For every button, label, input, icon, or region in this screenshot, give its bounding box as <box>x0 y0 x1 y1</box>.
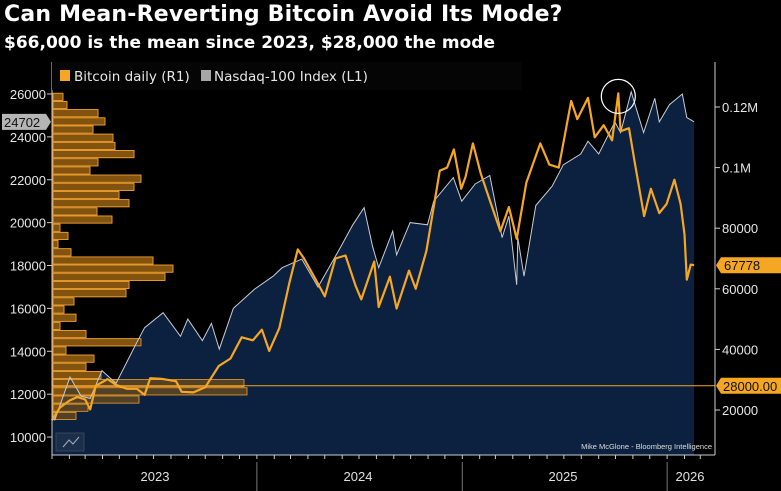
chart-subtitle: $66,000 is the mean since 2023, $28,000 … <box>4 33 496 53</box>
right-tick-label: 0.1M <box>722 161 751 176</box>
left-tick-label: 12000 <box>10 387 46 402</box>
histogram-bar-overlay <box>52 403 89 412</box>
histogram-bar-overlay <box>52 182 135 191</box>
histogram-bar-overlay <box>52 264 174 273</box>
nasdaq-area <box>52 91 695 456</box>
left-tick-label: 10000 <box>10 430 46 445</box>
bitcoin-line <box>51 92 695 421</box>
peak-annotation-circle <box>600 78 636 114</box>
right-tick-label: 20000 <box>722 403 758 418</box>
histogram-bar-overlay <box>52 101 68 110</box>
histogram-bar-overlay <box>52 256 154 265</box>
bitcoin-last-value: 67778 <box>724 258 760 273</box>
left-tick-label: 14000 <box>10 344 46 359</box>
year-label: 2024 <box>344 469 373 484</box>
histogram-bar-overlay <box>52 346 67 355</box>
histogram-bar-overlay <box>52 125 94 134</box>
histogram-bar-overlay <box>52 387 248 396</box>
year-label: 2023 <box>141 469 170 484</box>
legend-swatch-bitcoin <box>60 70 70 81</box>
histogram-bar-overlay <box>52 354 95 363</box>
year-label: 2025 <box>549 469 578 484</box>
legend-background <box>52 62 522 90</box>
mode-value-label: 28000.00 <box>723 379 777 394</box>
year-label: 2026 <box>676 469 705 484</box>
chart-title: Can Mean-Reverting Bitcoin Avoid Its Mod… <box>4 2 563 27</box>
histogram-bar-overlay <box>52 305 65 314</box>
histogram-bar-overlay <box>52 338 142 347</box>
left-tick-label: 26000 <box>10 87 46 102</box>
histogram-bar-overlay <box>52 158 99 167</box>
histogram-bar-overlay <box>52 240 59 249</box>
left-tick-label: 24000 <box>10 130 46 145</box>
mode-value-tag <box>716 377 781 394</box>
histogram-bar-overlay <box>52 281 130 290</box>
left-tick-label: 22000 <box>10 173 46 188</box>
legend-swatch-nasdaq <box>201 70 211 81</box>
right-tick-label: 40000 <box>722 342 758 357</box>
histogram-bar-overlay <box>52 330 87 339</box>
right-tick-label: 80000 <box>722 221 758 236</box>
legend-label-bitcoin: Bitcoin daily (R1) <box>74 69 190 85</box>
left-tick-label: 20000 <box>10 216 46 231</box>
histogram-bar-overlay <box>52 321 61 330</box>
bitcoin-last-value-tag <box>716 257 781 274</box>
right-tick-label: 0.12M <box>722 100 758 115</box>
histogram-bar-overlay <box>52 215 113 224</box>
histogram-bar-overlay <box>52 411 77 420</box>
legend-label-nasdaq: Nasdaq-100 Index (L1) <box>214 69 368 85</box>
histogram-bar-overlay <box>52 231 69 240</box>
chart-type-button[interactable] <box>55 432 85 452</box>
histogram-bar-overlay <box>52 207 98 216</box>
histogram-bar-overlay <box>52 362 87 371</box>
histogram-bar-overlay <box>52 141 116 150</box>
line-chart-icon <box>62 436 80 448</box>
nasdaq-last-value-tag <box>2 113 51 130</box>
histogram-bar-overlay <box>52 92 64 101</box>
histogram-bar-overlay <box>52 174 142 183</box>
histogram-bar-overlay <box>52 133 114 142</box>
histogram-bar-overlay <box>52 371 102 379</box>
histogram-bar-overlay <box>52 297 75 306</box>
histogram-bar-overlay <box>52 248 72 257</box>
histogram-bar-overlay <box>52 313 77 322</box>
histogram-bar-overlay <box>52 109 99 118</box>
histogram-bar-overlay <box>52 223 61 232</box>
histogram-bar-overlay <box>52 289 127 298</box>
histogram-bar-overlay <box>52 166 91 175</box>
histogram-bar-overlay <box>52 191 120 200</box>
histogram-bar-overlay <box>52 395 140 404</box>
histogram-bar-overlay <box>52 117 106 126</box>
histogram-bar-overlay <box>52 272 166 281</box>
nasdaq-line <box>51 90 695 421</box>
nasdaq-last-value: 24702 <box>4 115 40 130</box>
histogram-bar-overlay <box>52 199 130 208</box>
credit-text: Mike McGlone - Bloomberg Intelligence <box>581 442 712 451</box>
left-tick-label: 18000 <box>10 259 46 274</box>
left-tick-label: 16000 <box>10 301 46 316</box>
right-tick-label: 60000 <box>722 282 758 297</box>
histogram-bar-overlay <box>52 150 135 159</box>
